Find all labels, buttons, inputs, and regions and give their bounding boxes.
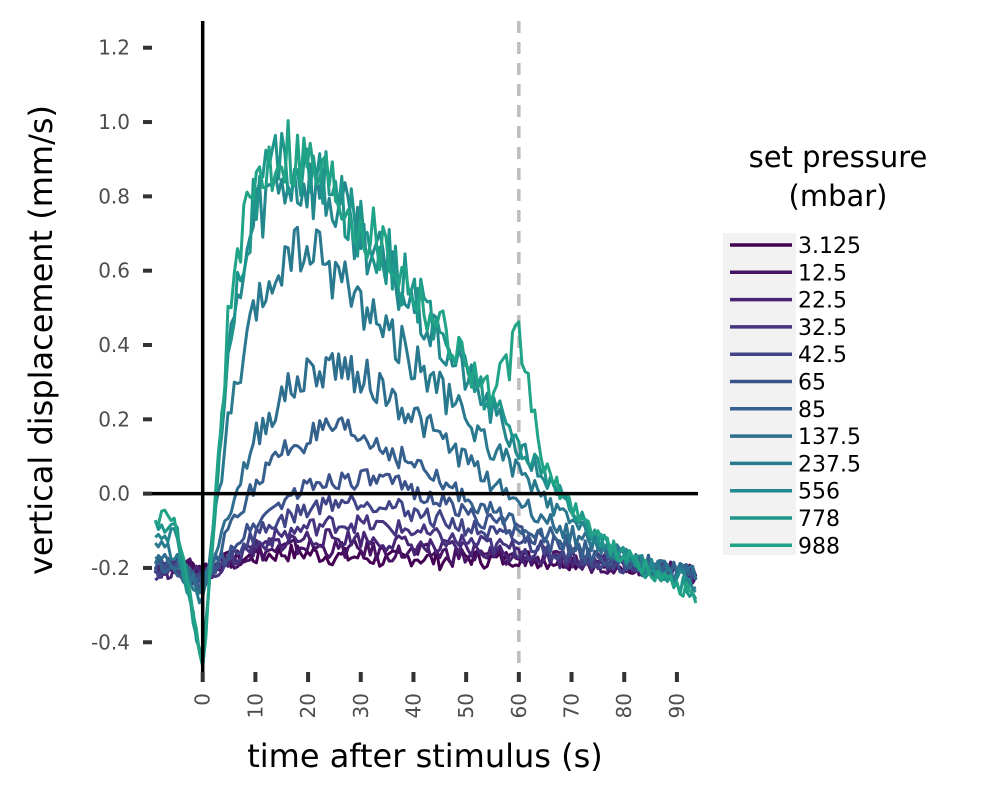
- series-line-556: [154, 162, 697, 656]
- legend-label: 988: [798, 534, 840, 559]
- legend-title-line-2: (mbar): [789, 179, 888, 213]
- legend-label: 32.5: [798, 316, 847, 341]
- y-tick-label: 0.8: [98, 184, 130, 208]
- series-line-65: [153, 468, 698, 597]
- y-tick-label: 0.2: [98, 407, 130, 431]
- legend-label: 85: [798, 398, 826, 423]
- x-tick-label: 20: [296, 693, 320, 718]
- x-tick-label: 0: [191, 693, 215, 706]
- legend-title-line-1: set pressure: [749, 140, 928, 174]
- y-tick-label: 0.4: [98, 333, 130, 357]
- legend-label: 556: [798, 480, 840, 505]
- x-tick-label: 10: [243, 693, 267, 718]
- legend-label: 237.5: [798, 452, 861, 477]
- legend-label: 778: [798, 507, 840, 532]
- series-line-85: [154, 416, 698, 594]
- y-tick-label: 0.0: [98, 482, 130, 506]
- legend-label: 42.5: [798, 343, 847, 368]
- x-tick-label: 90: [665, 693, 689, 718]
- y-tick-label: -0.4: [91, 630, 130, 654]
- y-tick-label: 1.2: [98, 36, 130, 60]
- series-line-988: [154, 119, 698, 669]
- legend-label: 22.5: [798, 289, 847, 314]
- legend-key-background: [723, 233, 796, 555]
- x-axis-title: time after stimulus (s): [247, 737, 603, 775]
- series-line-778: [153, 131, 698, 664]
- x-tick-label: 60: [507, 693, 531, 718]
- y-tick-label: 0.6: [98, 259, 130, 283]
- x-tick-label: 80: [612, 693, 636, 718]
- series-layer: [153, 119, 698, 669]
- y-tick-label: -0.2: [91, 556, 130, 580]
- x-tick-label: 50: [454, 693, 478, 718]
- legend-label: 3.125: [798, 234, 861, 259]
- y-axis-title: vertical displacement (mm/s): [22, 105, 60, 575]
- x-tick-label: 30: [349, 693, 373, 718]
- legend-label: 137.5: [798, 425, 861, 450]
- series-line-12-5: [153, 537, 698, 585]
- series-line-42-5: [153, 493, 698, 593]
- legend-label: 12.5: [798, 261, 847, 286]
- y-tick-label: 1.0: [98, 110, 130, 134]
- x-tick-label: 70: [560, 693, 584, 718]
- axes-layer: -0.4 -0.2 0.0 0.2 0.4 0.6 0.8 1.0 1.2 0 10 20 30 40 50…: [91, 21, 698, 718]
- x-tick-label: 40: [401, 693, 425, 718]
- legend-label: 65: [798, 371, 826, 396]
